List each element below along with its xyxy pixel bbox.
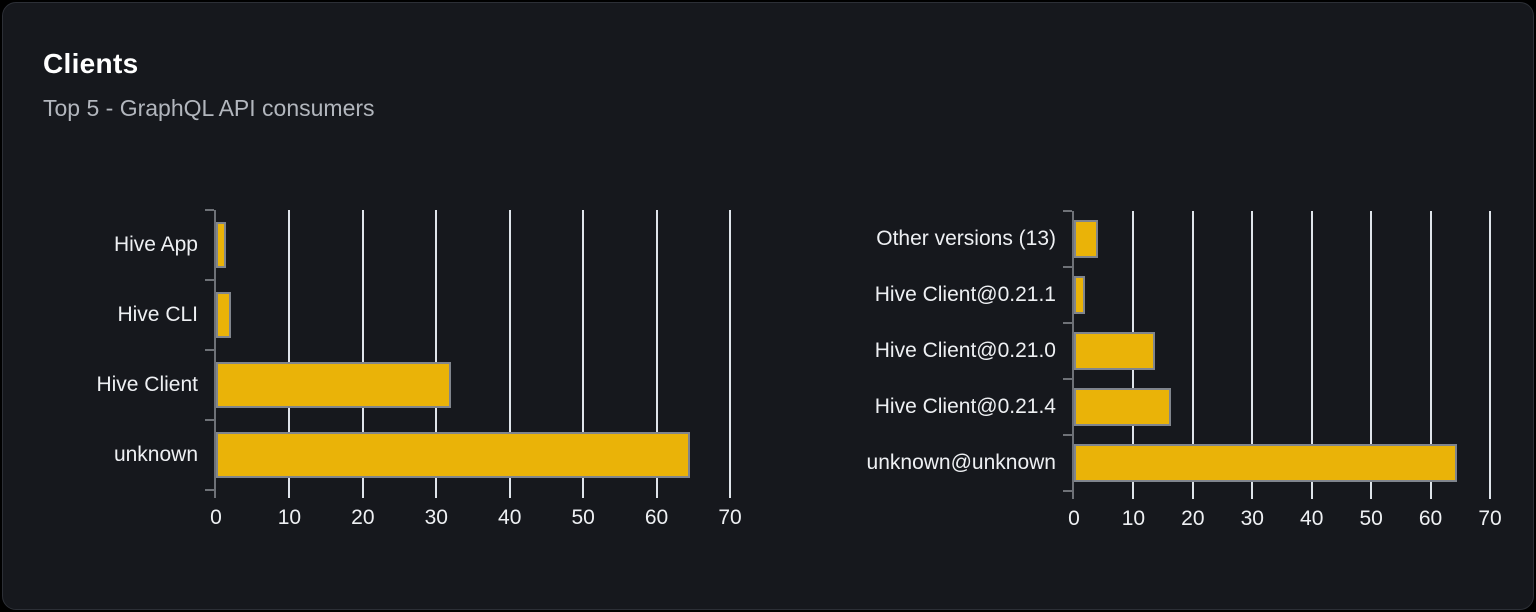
y-axis-tick xyxy=(1063,210,1072,212)
bar[interactable] xyxy=(1074,388,1172,426)
gridline xyxy=(508,210,511,498)
bar[interactable] xyxy=(216,292,231,338)
gridline xyxy=(361,210,364,498)
gridline xyxy=(1429,211,1432,499)
gridline xyxy=(729,210,731,498)
bar[interactable] xyxy=(216,432,690,478)
y-axis-tick xyxy=(1063,266,1072,268)
x-tick-label: 30 xyxy=(424,506,448,529)
bar[interactable] xyxy=(1074,332,1156,370)
x-tick-label: 20 xyxy=(351,506,375,529)
x-tick-label: 70 xyxy=(718,506,742,529)
y-axis-tick xyxy=(205,209,214,211)
gridline xyxy=(1191,211,1194,499)
x-tick-label: 50 xyxy=(571,506,595,529)
x-tick-label: 30 xyxy=(1240,507,1264,530)
y-axis-tick xyxy=(205,489,214,491)
category-label: unknown@unknown xyxy=(866,451,1056,474)
gridline xyxy=(655,210,658,498)
category-label: Hive App xyxy=(113,233,198,256)
gridline xyxy=(582,210,585,498)
y-axis-tick xyxy=(1063,434,1072,436)
x-tick-label: 40 xyxy=(1300,507,1324,530)
y-axis-tick xyxy=(1063,378,1072,380)
x-tick-label: 60 xyxy=(644,506,669,529)
x-tick-label: 10 xyxy=(1121,507,1146,530)
bar[interactable] xyxy=(216,222,226,268)
gridline xyxy=(288,210,291,498)
category-label: Hive CLI xyxy=(117,303,198,326)
y-axis-tick xyxy=(205,419,214,421)
panel-title: Clients xyxy=(43,48,139,79)
category-label: Hive Client@0.21.1 xyxy=(874,283,1056,306)
x-tick-label: 60 xyxy=(1418,507,1443,530)
category-label: unknown xyxy=(113,443,198,466)
category-label: Hive Client@0.21.0 xyxy=(874,339,1056,362)
y-axis-tick xyxy=(205,279,214,281)
x-tick-label: 10 xyxy=(277,506,302,529)
bar[interactable] xyxy=(1074,444,1458,482)
y-axis-tick xyxy=(205,349,214,351)
y-axis xyxy=(214,210,216,498)
gridline xyxy=(435,210,438,498)
x-tick-label: 0 xyxy=(210,506,222,529)
category-label: Hive Client xyxy=(96,373,198,396)
bar[interactable] xyxy=(1074,276,1085,314)
x-tick-label: 40 xyxy=(498,506,522,529)
x-tick-label: 70 xyxy=(1478,507,1502,530)
category-label: Other versions (13) xyxy=(876,227,1056,250)
category-label: Hive Client@0.21.4 xyxy=(874,395,1056,418)
y-axis-tick xyxy=(1063,490,1072,492)
gridline xyxy=(1370,211,1373,499)
x-tick-label: 20 xyxy=(1181,507,1205,530)
y-axis xyxy=(1072,211,1074,499)
bar[interactable] xyxy=(216,362,451,408)
gridline xyxy=(1489,211,1491,499)
gridline xyxy=(1310,211,1313,499)
y-axis-tick xyxy=(1063,322,1072,324)
bar[interactable] xyxy=(1074,220,1098,258)
x-tick-label: 50 xyxy=(1359,507,1383,530)
gridline xyxy=(1251,211,1254,499)
panel-subtitle: Top 5 - GraphQL API consumers xyxy=(43,95,375,121)
x-tick-label: 0 xyxy=(1068,507,1080,530)
